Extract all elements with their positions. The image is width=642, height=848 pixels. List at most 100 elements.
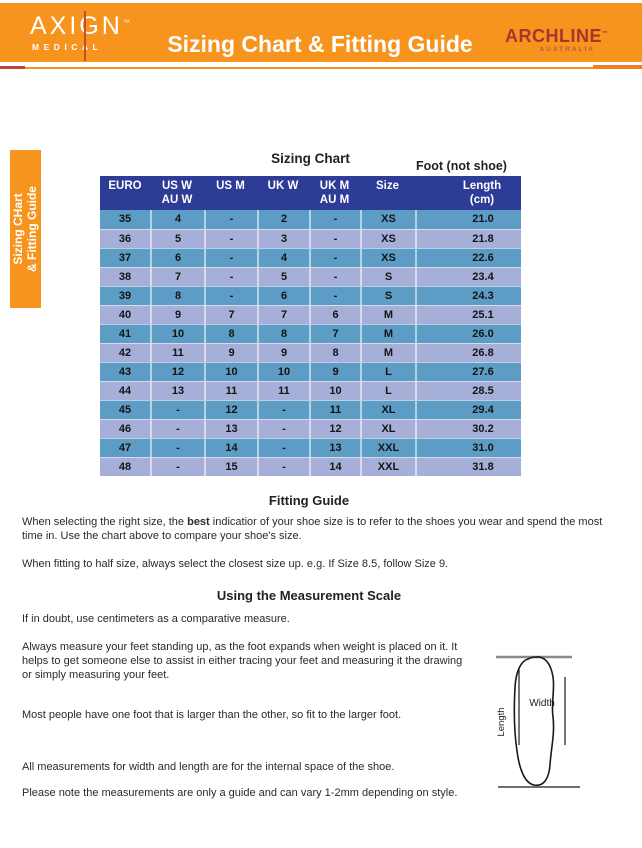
table-cell: 47 <box>118 442 132 454</box>
axign-logo-divider <box>84 11 86 61</box>
table-cell: - <box>257 401 309 419</box>
header-rule-orange <box>25 67 593 69</box>
table-cell: 2 <box>257 210 309 229</box>
table-cell: 14 <box>309 458 360 476</box>
table-cell: 42 <box>118 347 132 359</box>
table-cell: - <box>150 439 204 457</box>
fitting-guide-paragraph-2: When fitting to half size, always select… <box>22 558 449 570</box>
table-cell: 5 <box>150 230 204 248</box>
table-cell: S <box>360 268 415 286</box>
fitting-guide-paragraph-1: When selecting the right size, the best … <box>22 516 603 542</box>
table-cell: 40 <box>118 309 132 321</box>
table-cell: 7 <box>204 306 257 324</box>
table-cell: 39 <box>118 290 132 302</box>
table-cell: 26.0 <box>415 325 521 343</box>
table-cell: 9 <box>204 344 257 362</box>
table-row: 36 5-3- XS 21.8 <box>100 229 521 248</box>
table-cell: - <box>204 268 257 286</box>
column-header: US M <box>216 180 245 192</box>
table-row: 43 12 10 10 9 L 27.6 <box>100 362 521 381</box>
table-cell: 30.2 <box>415 420 521 438</box>
table-cell: - <box>204 230 257 248</box>
table-cell: 13 <box>150 382 204 400</box>
table-cell: - <box>257 439 309 457</box>
table-row: 41 10 8 8 7 M 26.0 <box>100 324 521 343</box>
table-cell: 12 <box>309 420 360 438</box>
foot-not-shoe-label: Foot (not shoe) <box>416 159 507 173</box>
sizing-table: EURO US W AU W US M UK W UK M AU M Size Length (c… <box>100 176 521 476</box>
table-cell: 23.4 <box>415 268 521 286</box>
measurement-paragraph-3: Most people have one foot that is larger… <box>22 709 402 721</box>
table-cell: - <box>204 210 257 229</box>
table-row: 48-15-14 XXL 31.8 <box>100 457 521 476</box>
table-cell: 3 <box>257 230 309 248</box>
table-cell: 8 <box>204 325 257 343</box>
sizing-table-body: 35 4-2- XS 21.0 36 5-3- XS 21.8 37 6-4- XS 22.6 38 7-… <box>100 210 521 476</box>
table-cell: 48 <box>118 461 132 473</box>
table-cell: 8 <box>257 325 309 343</box>
header-rule-orange-right <box>593 65 642 69</box>
table-cell: 27.6 <box>415 363 521 381</box>
table-cell: 28.5 <box>415 382 521 400</box>
notes-paragraph-2: Please note the measurements are only a … <box>22 787 458 799</box>
foot-outline <box>513 656 555 787</box>
side-tab-label: Sizing CHart & Fitting Guide <box>10 150 41 308</box>
table-row: 37 6-4- XS 22.6 <box>100 248 521 267</box>
table-cell: 45 <box>118 404 132 416</box>
table-cell: 21.0 <box>415 210 521 229</box>
table-cell: 13 <box>204 420 257 438</box>
table-cell: 10 <box>204 363 257 381</box>
table-cell: 6 <box>309 306 360 324</box>
table-row: 44 13 11 11 10 L 28.5 <box>100 381 521 400</box>
table-cell: 12 <box>204 401 257 419</box>
axign-logo-text: AXIGN™ <box>30 12 130 40</box>
notes-paragraph-1: All measurements for width and length ar… <box>22 761 395 773</box>
table-row: 40 9 7 7 6 M 25.1 <box>100 305 521 324</box>
axign-logo: AXIGN™ MEDICAL <box>30 12 130 53</box>
table-cell: 29.4 <box>415 401 521 419</box>
table-cell: XXL <box>360 439 415 457</box>
table-cell: XS <box>360 230 415 248</box>
archline-logo: ARCHLINE™ AUSTRALIA <box>505 26 609 53</box>
table-cell: 9 <box>309 363 360 381</box>
table-cell: 7 <box>257 306 309 324</box>
table-cell: 7 <box>150 268 204 286</box>
measurement-paragraph-2: Always measure your feet standing up, as… <box>22 641 463 681</box>
table-cell: 22.6 <box>415 249 521 267</box>
length-label: Length <box>496 707 507 736</box>
table-cell: 4 <box>257 249 309 267</box>
table-cell: 24.3 <box>415 287 521 305</box>
table-cell: 11 <box>150 344 204 362</box>
table-cell: 11 <box>257 382 309 400</box>
table-cell: XS <box>360 210 415 229</box>
table-cell: 15 <box>204 458 257 476</box>
table-cell: 46 <box>118 423 132 435</box>
column-header: Size <box>375 180 399 192</box>
column-header: UK W <box>267 180 299 192</box>
side-tab-line1: Sizing CHart <box>10 193 25 265</box>
table-row: 47-14-13 XXL 31.0 <box>100 438 521 457</box>
side-tab: Sizing CHart & Fitting Guide <box>10 150 41 308</box>
table-cell: 25.1 <box>415 306 521 324</box>
table-cell: 44 <box>118 385 132 397</box>
column-header: EURO <box>108 180 142 192</box>
table-cell: 26.8 <box>415 344 521 362</box>
fitting-guide-heading: Fitting Guide <box>268 493 350 508</box>
archline-logo-subtitle: AUSTRALIA <box>539 46 595 53</box>
table-cell: 38 <box>118 271 132 283</box>
archline-logo-text: ARCHLINE™ <box>505 26 609 46</box>
table-cell: L <box>360 382 415 400</box>
table-cell: 11 <box>309 401 360 419</box>
table-cell: 9 <box>257 344 309 362</box>
table-cell: - <box>309 210 360 229</box>
table-cell: 7 <box>309 325 360 343</box>
table-cell: 37 <box>118 252 132 264</box>
table-cell: L <box>360 363 415 381</box>
table-cell: - <box>204 287 257 305</box>
table-cell: - <box>309 230 360 248</box>
table-cell: 14 <box>204 439 257 457</box>
table-cell: 6 <box>150 249 204 267</box>
table-cell: 11 <box>204 382 257 400</box>
axign-logo-subtitle: MEDICAL <box>32 42 103 52</box>
table-row: 46-13-12 XL 30.2 <box>100 419 521 438</box>
